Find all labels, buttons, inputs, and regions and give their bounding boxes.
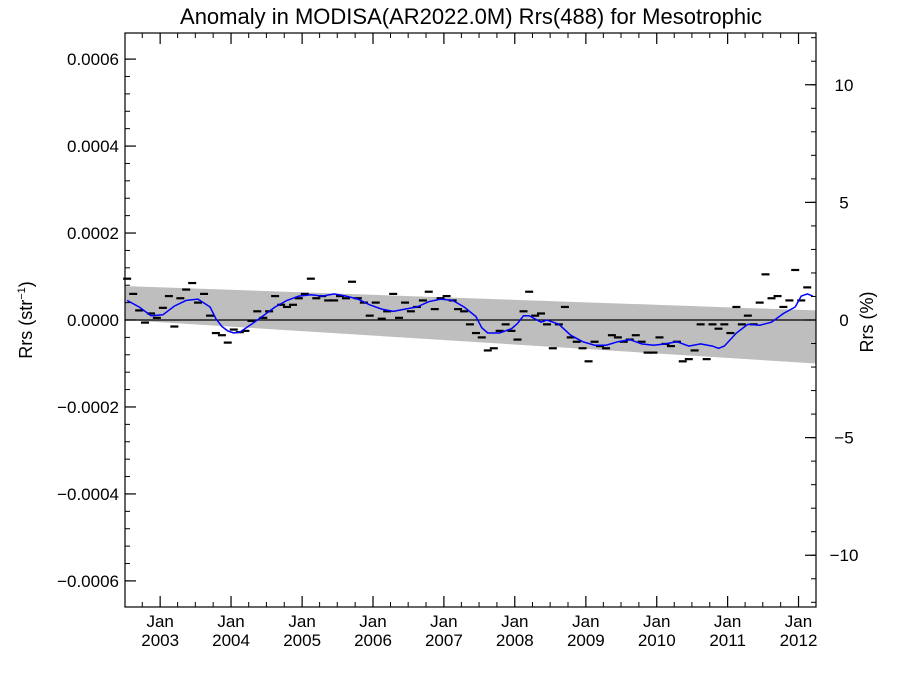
right-tick-label: 10 [835,76,854,95]
x-tick-month-label: Jan [430,612,457,631]
x-tick-year-label: 2007 [425,631,463,650]
x-tick-month-label: Jan [288,612,315,631]
right-tick-label: 0 [839,311,848,330]
right-tick-label: −5 [834,429,853,448]
x-tick-year-label: 2010 [638,631,676,650]
left-tick-label: 0.0000 [67,311,119,330]
left-tick-label: −0.0002 [57,398,119,417]
x-tick-month-label: Jan [785,612,812,631]
x-tick-month-label: Jan [643,612,670,631]
left-y-axis-label-close: ) [16,281,36,287]
left-tick-label: 0.0004 [67,137,119,156]
left-tick-label: −0.0006 [57,572,119,591]
left-y-axis: 0.0006 0.0004 0.0002 0.0000 −0.0002 −0.0004 −0… [57,50,136,591]
right-y-axis: 10 5 0 −5 −10 [805,37,859,603]
x-tick-year-label: 2012 [780,631,818,650]
right-tick-label: 5 [839,193,848,212]
left-y-axis-label: Rrs (str−1) [16,281,36,359]
left-tick-label: −0.0004 [57,485,119,504]
x-tick-month-label: Jan [359,612,386,631]
right-y-axis-label: Rrs (%) [857,292,877,353]
left-tick-label: 0.0002 [67,224,119,243]
x-tick-year-label: 2005 [283,631,321,650]
x-axis: Jan2003Jan2004Jan2005Jan2006Jan2007Jan20… [141,33,817,650]
chart-title: Anomaly in MODISA(AR2022.0M) Rrs(488) fo… [180,4,762,29]
x-tick-year-label: 2011 [709,631,746,650]
monthly-anomaly-markers [123,268,812,363]
plot-area [123,32,817,608]
left-y-axis-label-main: Rrs (str [16,300,36,359]
x-tick-month-label: Jan [146,612,173,631]
x-tick-month-label: Jan [501,612,528,631]
x-tick-month-label: Jan [572,612,599,631]
x-tick-month-label: Jan [714,612,741,631]
x-tick-year-label: 2003 [141,631,179,650]
x-tick-year-label: 2009 [567,631,605,650]
x-tick-year-label: 2004 [212,631,250,650]
x-tick-month-label: Jan [217,612,244,631]
x-tick-year-label: 2008 [496,631,534,650]
left-y-axis-label-superscript: −1 [16,287,28,300]
right-tick-label: −10 [830,546,859,565]
smoothed-anomaly-line [126,293,814,350]
x-tick-year-label: 2006 [354,631,392,650]
left-tick-label: 0.0006 [67,50,119,69]
